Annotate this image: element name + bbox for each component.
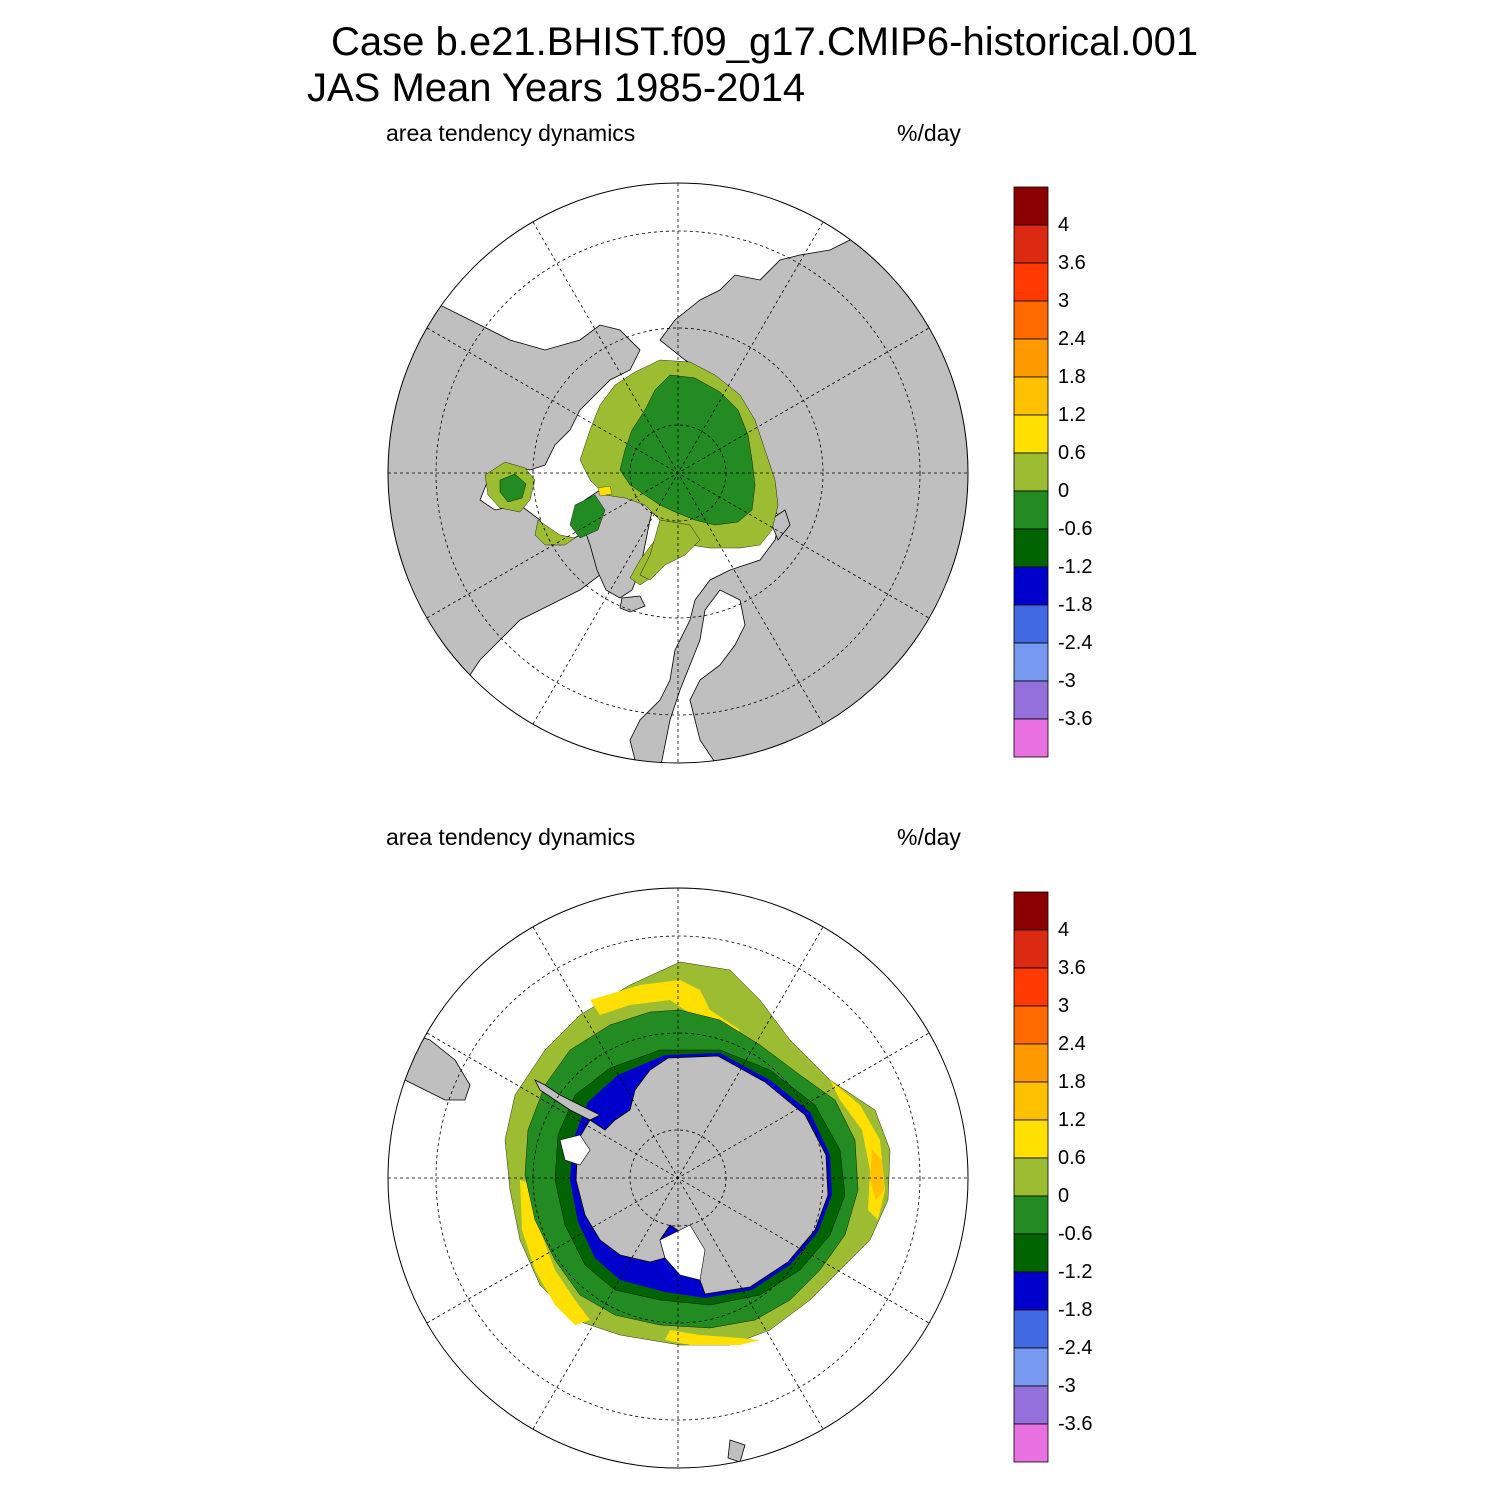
colorbar-tick-label: -3.6: [1058, 708, 1093, 730]
colorbar-swatch: [1013, 338, 1049, 378]
colorbar-swatch: [1013, 1385, 1049, 1425]
north-colorbar: [1013, 186, 1049, 758]
colorbar-swatch: [1013, 929, 1049, 969]
barents-ice-light: [639, 519, 701, 581]
colorbar-swatch: [1013, 1347, 1049, 1387]
colorbar-swatch: [1013, 224, 1049, 264]
colorbar-swatch: [1013, 891, 1049, 931]
colorbar-tick-label: -3: [1058, 1375, 1076, 1397]
colorbar-swatch: [1013, 1081, 1049, 1121]
colorbar-swatch: [1013, 1195, 1049, 1235]
colorbar-tick-label: 0: [1058, 480, 1070, 502]
colorbar-swatch: [1013, 967, 1049, 1007]
colorbar-swatch: [1013, 528, 1049, 568]
colorbar-tick-label: -1.8: [1058, 594, 1093, 616]
north-polar-map: [387, 182, 969, 764]
colorbar-swatch: [1013, 262, 1049, 302]
colorbar-tick-label: -0.6: [1058, 518, 1093, 540]
north-panel-units-label: %/day: [897, 120, 961, 146]
labrador-ice-light: [534, 519, 576, 546]
colorbar-swatch: [1013, 642, 1049, 682]
colorbar-swatch: [1013, 604, 1049, 644]
arctic-ice-dark: [619, 374, 756, 526]
baffin-bay-ice: [569, 494, 606, 539]
colorbar-swatch: [1013, 1157, 1049, 1197]
antarctic-ice-yellow-north: [590, 980, 740, 1040]
svalbard-island: [619, 595, 646, 613]
north-panel-variable-label: area tendency dynamics: [386, 120, 636, 146]
colorbar-tick-label: 3: [1058, 995, 1070, 1017]
colorbar-swatch: [1013, 376, 1049, 416]
colorbar-swatch: [1013, 1309, 1049, 1349]
plot-title-case: Case b.e21.BHIST.f09_g17.CMIP6-historica…: [331, 20, 1199, 64]
antarctic-ice-yellow-south: [665, 1330, 760, 1345]
antarctic-peninsula: [534, 1079, 601, 1121]
colorbar-tick-label: -0.6: [1058, 1223, 1093, 1245]
colorbar-tick-label: 1.2: [1058, 1109, 1086, 1131]
colorbar-tick-label: 0.6: [1058, 442, 1086, 464]
greenland-sea-ice-yellow: [597, 485, 613, 497]
colorbar-swatch: [1013, 1043, 1049, 1083]
antarctic-ice-orange-east: [870, 1150, 884, 1200]
colorbar-swatch: [1013, 186, 1049, 226]
colorbar-swatch: [1013, 1423, 1049, 1463]
colorbar-tick-label: 3.6: [1058, 957, 1086, 979]
ross-ice-shelf: [659, 1224, 706, 1281]
colorbar-tick-label: -1.2: [1058, 1261, 1093, 1283]
hudson-bay-ice-dark: [499, 473, 527, 503]
plot-title-period: JAS Mean Years 1985-2014: [307, 66, 806, 110]
colorbar-tick-label: 1.8: [1058, 366, 1086, 388]
colorbar-tick-label: 4: [1058, 919, 1070, 941]
colorbar-tick-label: -2.4: [1058, 1337, 1093, 1359]
south-panel-units-label: %/day: [897, 824, 961, 850]
colorbar-swatch: [1013, 718, 1049, 758]
weddell-ice-shelf: [559, 1134, 591, 1166]
colorbar-swatch: [1013, 1271, 1049, 1311]
colorbar-tick-label: -2.4: [1058, 632, 1093, 654]
colorbar-tick-label: 3: [1058, 290, 1070, 312]
colorbar-tick-label: 3.6: [1058, 252, 1086, 274]
south-polar-map: [387, 887, 969, 1469]
colorbar-swatch: [1013, 300, 1049, 340]
colorbar-tick-label: 2.4: [1058, 1033, 1086, 1055]
colorbar-tick-label: 4: [1058, 214, 1070, 236]
colorbar-tick-label: 1.2: [1058, 404, 1086, 426]
colorbar-tick-label: 1.8: [1058, 1071, 1086, 1093]
south-colorbar: [1013, 891, 1049, 1463]
colorbar-tick-label: -3: [1058, 670, 1076, 692]
colorbar-tick-label: 0.6: [1058, 1147, 1086, 1169]
colorbar-swatch: [1013, 1233, 1049, 1273]
colorbar-tick-label: -3.6: [1058, 1413, 1093, 1435]
south-panel-variable-label: area tendency dynamics: [386, 824, 636, 850]
colorbar-swatch: [1013, 680, 1049, 720]
colorbar-tick-label: 0: [1058, 1185, 1070, 1207]
colorbar-swatch: [1013, 452, 1049, 492]
colorbar-swatch: [1013, 1119, 1049, 1159]
colorbar-swatch: [1013, 1005, 1049, 1045]
colorbar-tick-label: -1.2: [1058, 556, 1093, 578]
colorbar-tick-label: -1.8: [1058, 1299, 1093, 1321]
colorbar-swatch: [1013, 490, 1049, 530]
colorbar-tick-label: 2.4: [1058, 328, 1086, 350]
colorbar-swatch: [1013, 566, 1049, 606]
colorbar-swatch: [1013, 414, 1049, 454]
antarctic-ice-yellow-east: [830, 1080, 885, 1220]
